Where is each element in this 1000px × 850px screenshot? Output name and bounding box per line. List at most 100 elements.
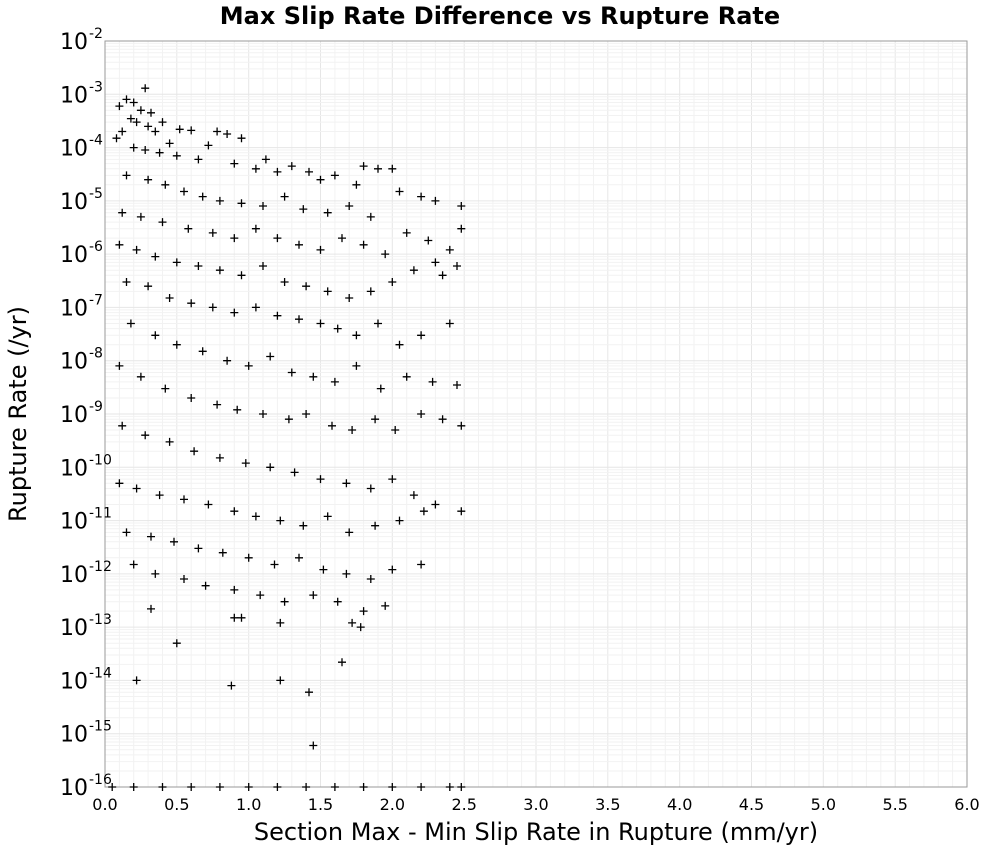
y-tick-exponent: -2 <box>89 26 103 42</box>
data-point <box>345 528 354 537</box>
data-point <box>129 560 138 569</box>
x-tick-label: 1.0 <box>236 795 261 814</box>
data-point <box>190 447 199 456</box>
y-tick-base: 10 <box>60 296 88 321</box>
data-point <box>276 618 285 627</box>
data-point <box>215 196 224 205</box>
data-point <box>309 372 318 381</box>
y-tick-base: 10 <box>60 350 88 375</box>
data-point <box>132 676 141 685</box>
data-point <box>366 484 375 493</box>
data-point <box>108 783 117 791</box>
data-point <box>187 783 196 791</box>
data-point <box>417 560 426 569</box>
data-point <box>388 164 397 173</box>
data-point <box>388 783 397 791</box>
data-point <box>381 601 390 610</box>
data-point <box>402 372 411 381</box>
data-point <box>395 516 404 525</box>
data-point <box>194 544 203 553</box>
y-tick-base: 10 <box>60 776 88 801</box>
data-point <box>330 377 339 386</box>
data-point <box>172 258 181 267</box>
x-tick-label: 4.5 <box>739 795 764 814</box>
data-point <box>270 560 279 569</box>
data-point <box>227 681 236 690</box>
y-tick-label: 10 -8 <box>60 346 103 375</box>
data-point <box>251 512 260 521</box>
data-point <box>144 175 153 184</box>
data-point <box>409 266 418 275</box>
data-point <box>161 384 170 393</box>
data-point <box>147 532 155 541</box>
data-point <box>132 118 141 127</box>
data-point <box>126 319 135 328</box>
y-tick-base: 10 <box>60 456 88 481</box>
y-tick-exponent: -6 <box>89 239 103 255</box>
data-point <box>330 783 339 791</box>
data-point <box>204 141 213 150</box>
data-point <box>295 553 303 562</box>
x-tick-label: 3.0 <box>523 795 548 814</box>
data-point <box>237 134 246 143</box>
y-tick-label: 10 -6 <box>60 239 103 268</box>
data-point <box>172 151 181 160</box>
data-point <box>201 581 210 590</box>
data-point <box>208 303 217 312</box>
y-tick-base: 10 <box>60 83 88 108</box>
data-point <box>237 613 246 622</box>
data-point <box>417 783 426 791</box>
data-point <box>122 171 131 180</box>
data-point <box>141 431 150 440</box>
plot-area <box>104 40 968 788</box>
data-point <box>144 122 153 131</box>
y-tick-label: 10 -10 <box>60 452 112 481</box>
data-point <box>244 553 253 562</box>
data-point <box>230 308 239 317</box>
data-point <box>352 331 361 340</box>
data-point <box>391 426 400 434</box>
y-tick-base: 10 <box>60 243 88 268</box>
x-tick-label: 2.5 <box>451 795 476 814</box>
data-point <box>431 258 440 267</box>
data-point <box>165 294 174 302</box>
data-point <box>305 167 313 176</box>
data-point <box>319 565 328 574</box>
data-point <box>136 212 145 221</box>
data-point <box>132 484 141 493</box>
data-point <box>256 591 265 600</box>
data-point <box>261 155 270 164</box>
data-point <box>187 394 196 402</box>
data-point <box>273 167 282 176</box>
y-tick-label: 10 -14 <box>60 665 112 694</box>
data-point <box>276 516 285 525</box>
data-point <box>230 234 239 243</box>
x-tick-label: 5.0 <box>811 795 836 814</box>
data-point <box>359 162 368 171</box>
data-point <box>402 228 411 237</box>
scatter-points <box>108 84 466 791</box>
data-point <box>118 208 127 217</box>
data-point <box>118 421 127 430</box>
data-point <box>457 421 466 430</box>
data-point <box>352 180 361 189</box>
y-axis-ticks: 10-210-310-410-510-610-710-810-910 -1010-… <box>60 26 112 801</box>
data-point <box>251 303 260 312</box>
data-point <box>338 234 346 243</box>
data-point <box>388 475 397 484</box>
data-point <box>172 639 181 648</box>
data-point <box>359 240 368 249</box>
y-tick-label: 10 -5 <box>60 186 103 215</box>
data-point <box>213 400 222 409</box>
data-point <box>129 98 138 107</box>
data-point <box>316 475 325 484</box>
data-point <box>290 468 299 477</box>
data-point <box>136 106 145 115</box>
y-tick-exponent: -16 <box>89 772 112 788</box>
data-point <box>328 421 336 430</box>
data-point <box>345 294 354 302</box>
data-point <box>445 319 454 328</box>
chart-title: Max Slip Rate Difference vs Rupture Rate <box>220 2 780 30</box>
data-point <box>438 271 447 280</box>
